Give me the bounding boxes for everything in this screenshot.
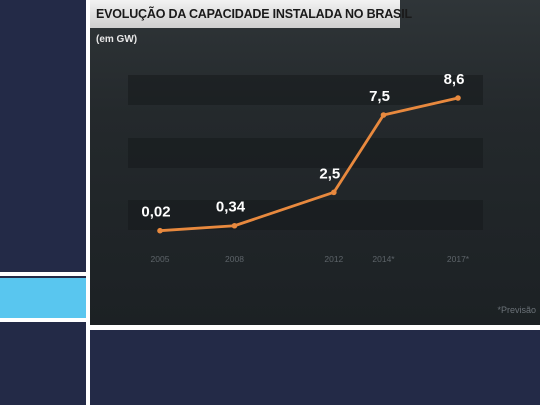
- bottom-panel: [90, 330, 540, 405]
- divider-horizontal-top: [0, 272, 86, 276]
- plot-band: [128, 200, 483, 230]
- title-strip: EVOLUÇÃO DA CAPACIDADE INSTALADA NO BRAS…: [90, 0, 412, 28]
- x-tick-label: 2014*: [372, 254, 395, 264]
- divider-horizontal-bottom: [90, 325, 540, 330]
- x-tick-label: 2008: [225, 254, 244, 264]
- x-tick-label: 2005: [151, 254, 170, 264]
- x-tick-label: 2012: [324, 254, 343, 264]
- chart-panel: EVOLUÇÃO DA CAPACIDADE INSTALADA NO BRAS…: [90, 0, 540, 325]
- chart-footnote: *Previsão: [497, 305, 536, 315]
- chart-subtitle: (em GW): [96, 34, 138, 45]
- divider-horizontal-middle: [0, 318, 86, 322]
- data-label: 0,34: [216, 199, 246, 216]
- data-point: [157, 227, 163, 234]
- data-label: 7,5: [369, 88, 390, 105]
- chart-title: EVOLUÇÃO DA CAPACIDADE INSTALADA NO BRAS…: [96, 7, 412, 21]
- left-side-panel: [0, 0, 86, 405]
- plot-band: [128, 75, 483, 105]
- data-point: [455, 95, 461, 101]
- accent-bar: [0, 278, 86, 318]
- data-point: [231, 222, 238, 229]
- line-chart: 0,02 2005 0,34 2008 2,5 2012 7,5 2014* 8,6 2017*: [128, 71, 483, 264]
- data-point: [331, 189, 337, 196]
- data-point: [380, 112, 387, 118]
- x-tick-label: 2017*: [447, 254, 470, 264]
- data-label: 2,5: [319, 165, 340, 182]
- data-label: 0,02: [141, 204, 170, 221]
- plot-band: [128, 138, 483, 168]
- divider-vertical-left: [86, 0, 90, 405]
- data-label: 8,6: [444, 71, 465, 88]
